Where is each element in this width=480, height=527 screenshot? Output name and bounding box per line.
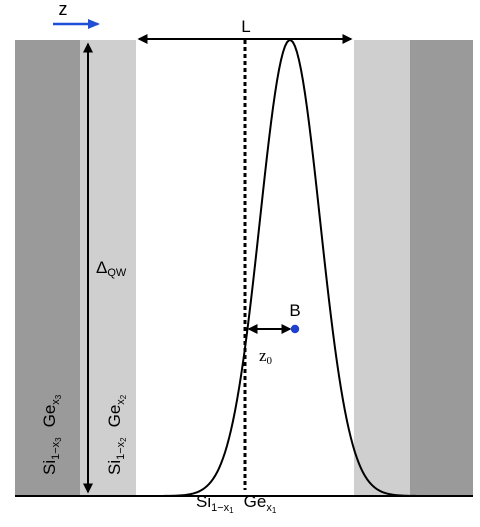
barrier-height-label: ΔQW bbox=[96, 258, 127, 279]
point-b-marker bbox=[290, 324, 300, 334]
left-inner-layer-label: Si1−x2Gex2 bbox=[105, 394, 128, 475]
center-layer-label: Si1−x1 Gex1 bbox=[196, 492, 277, 515]
left-outer-layer bbox=[15, 40, 80, 497]
right-inner-layer bbox=[354, 40, 410, 497]
well-width-label: L bbox=[241, 17, 250, 36]
point-b-label: B bbox=[289, 301, 300, 320]
z-axis-label: z bbox=[59, 0, 68, 19]
left-outer-layer-label: Si1−x3Gex3 bbox=[40, 394, 63, 475]
right-outer-layer bbox=[410, 40, 473, 497]
offset-label: z0 bbox=[259, 346, 273, 367]
